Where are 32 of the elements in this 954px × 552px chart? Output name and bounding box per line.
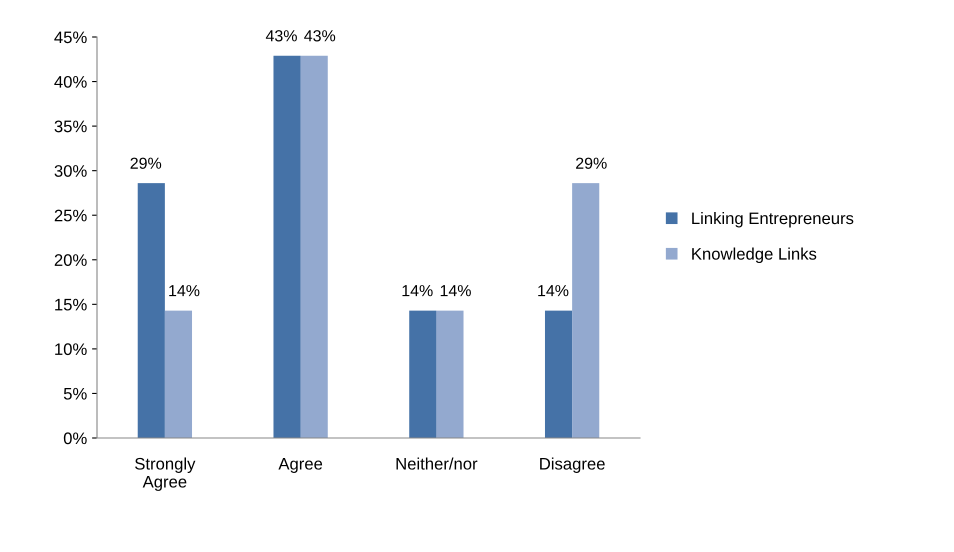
data-label: 14% [169,285,200,296]
data-label: 14% [440,285,471,296]
y-tick-label: 0% [64,432,87,444]
bar [300,56,328,438]
bar [436,310,464,438]
x-tick-label: Disagree [540,457,605,473]
y-tick-label: 40% [54,76,87,88]
data-label: 14% [402,285,433,296]
legend-label: Knowledge Links [692,248,816,264]
x-tick-label: Agree [278,458,322,473]
data-label: 29% [130,158,162,169]
y-tick-label: 15% [55,298,87,311]
bar [544,310,572,438]
bar [164,310,192,438]
y-tick-label: 5% [64,388,87,400]
x-tick-label: Strongly Agree [135,457,196,491]
bar [572,183,600,438]
y-tick-label: 25% [54,210,87,222]
data-label: 43% [304,30,336,42]
bar [273,56,301,438]
y-tick-label: 30% [54,165,87,177]
bar [409,310,436,438]
y-tick-label: 20% [54,254,87,266]
data-label: 29% [576,158,607,169]
legend-label: Linking Entrepreneurs [692,212,854,228]
y-tick-label: 35% [54,120,87,132]
y-tick-label: 45% [54,31,87,44]
data-label: 14% [538,285,568,296]
bar [138,183,165,438]
y-tick-label: 10% [55,343,87,356]
data-label: 43% [266,30,297,42]
x-tick-label: Neither/nor [396,457,478,470]
